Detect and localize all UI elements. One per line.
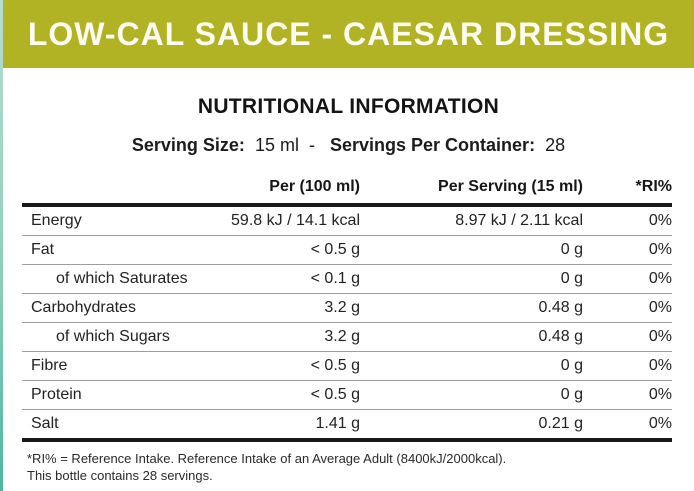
table-row: Energy 59.8 kJ / 14.1 kcal 8.97 kJ / 2.1… [22,205,672,236]
table-row: of which Sugars 3.2 g 0.48 g 0% [22,322,672,352]
table-row: Fat < 0.5 g 0 g 0% [22,235,672,265]
row-per100: 59.8 kJ / 14.1 kcal [194,205,360,236]
servings-per-container-value: 28 [545,135,566,155]
table-row: Protein < 0.5 g 0 g 0% [22,380,672,410]
serving-size-value: 15 ml [254,135,299,155]
row-per-serving: 0 g [360,351,583,381]
footnote-reference-intake: *RI% = Reference Intake. Reference Intak… [27,451,507,466]
row-label: Carbohydrates [22,293,194,323]
row-per100: < 0.5 g [194,351,360,381]
header-per-serving: Per Serving (15 ml) [360,178,583,207]
label-content: NUTRITIONAL INFORMATION Serving Size: 15… [3,68,694,484]
header-ri-percent: *RI% [583,178,672,207]
accent-strip [0,0,3,491]
serving-dash: - [308,135,315,155]
row-per-serving: 0 g [360,235,583,265]
row-ri: 0% [583,322,672,352]
serving-size-label: Serving Size: [131,135,245,155]
row-ri: 0% [583,235,672,265]
row-label: Salt [22,409,194,442]
row-per-serving: 0 g [360,380,583,410]
row-ri: 0% [583,293,672,323]
footnotes: *RI% = Reference Intake. Reference Intak… [27,450,694,484]
row-ri: 0% [583,264,672,294]
table-row: Fibre < 0.5 g 0 g 0% [22,351,672,381]
row-ri: 0% [583,205,672,236]
table-row: Carbohydrates 3.2 g 0.48 g 0% [22,293,672,323]
row-label: of which Sugars [22,322,194,352]
row-label: Energy [22,205,194,236]
row-per100: 3.2 g [194,322,360,352]
row-per100: < 0.5 g [194,380,360,410]
table-header-row: Per (100 ml) Per Serving (15 ml) *RI% [22,178,672,207]
product-title: LOW-CAL SAUCE - CAESAR DRESSING [27,15,670,52]
row-per100: < 0.5 g [194,235,360,265]
row-per-serving: 0.48 g [360,322,583,352]
row-label: of which Saturates [22,264,194,294]
table-row: of which Saturates < 0.1 g 0 g 0% [22,264,672,294]
header-per-100ml: Per (100 ml) [194,178,360,207]
row-ri: 0% [583,409,672,442]
row-label: Protein [22,380,194,410]
section-title: NUTRITIONAL INFORMATION [197,95,500,118]
row-ri: 0% [583,380,672,410]
row-label: Fibre [22,351,194,381]
row-per100: 1.41 g [194,409,360,442]
row-per-serving: 0 g [360,264,583,294]
serving-info: Serving Size: 15 ml - Servings Per Conta… [3,135,694,156]
footnote-servings: This bottle contains 28 servings. [27,468,213,483]
row-ri: 0% [583,351,672,381]
product-banner: LOW-CAL SAUCE - CAESAR DRESSING [3,0,694,68]
table-row: Salt 1.41 g 0.21 g 0% [22,409,672,442]
row-per100: < 0.1 g [194,264,360,294]
servings-per-container-label: Servings Per Container: [330,135,536,155]
row-per-serving: 8.97 kJ / 2.11 kcal [360,205,583,236]
nutrition-table: Per (100 ml) Per Serving (15 ml) *RI% En… [22,178,672,442]
row-per100: 3.2 g [194,293,360,323]
row-per-serving: 0.21 g [360,409,583,442]
row-per-serving: 0.48 g [360,293,583,323]
header-nutrient [22,178,194,207]
row-label: Fat [22,235,194,265]
